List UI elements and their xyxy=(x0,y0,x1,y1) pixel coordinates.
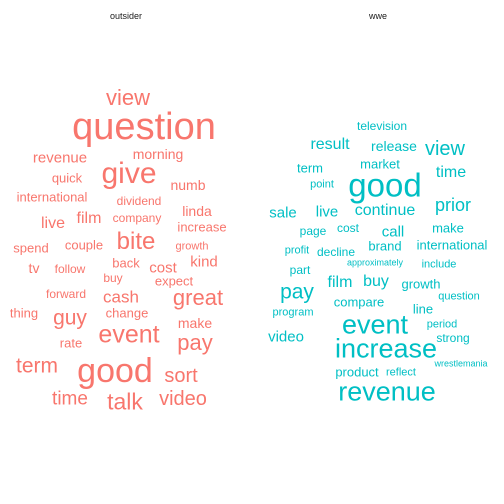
word-outsider-sort: sort xyxy=(164,365,198,387)
word-outsider-increase: increase xyxy=(177,219,227,235)
word-outsider-expect: expect xyxy=(154,273,194,289)
word-wwe-continue: continue xyxy=(354,202,416,219)
word-outsider-kind: kind xyxy=(190,253,218,271)
word-wwe-make: make xyxy=(432,220,464,236)
word-wwe-view: view xyxy=(424,138,466,160)
word-outsider-couple: couple xyxy=(64,237,104,253)
word-wwe-profit: profit xyxy=(284,244,310,257)
word-outsider-numb: numb xyxy=(170,177,206,193)
panel-title-wwe: wwe xyxy=(368,11,387,21)
word-wwe-international: international xyxy=(416,237,488,253)
word-wwe-brand: brand xyxy=(368,238,402,254)
word-outsider-video: video xyxy=(159,388,207,410)
word-wwe-term: term xyxy=(297,160,323,176)
word-outsider-change: change xyxy=(105,305,149,321)
word-wwe-pay: pay xyxy=(280,280,314,304)
word-outsider-term: term xyxy=(16,354,58,378)
word-outsider-revenue: revenue xyxy=(32,149,88,167)
word-outsider-live: live xyxy=(40,215,66,232)
word-outsider-cash: cash xyxy=(103,287,139,307)
word-outsider-event: event xyxy=(98,320,160,349)
word-wwe-good: good xyxy=(348,166,422,204)
word-cloud-outsider: outsider view question morning revenue give q… xyxy=(9,11,227,415)
word-wwe-result: result xyxy=(310,136,350,153)
word-wwe-video: video xyxy=(268,328,304,346)
word-outsider-guy: guy xyxy=(53,306,87,330)
word-outsider-morning: morning xyxy=(132,146,184,162)
word-wwe-period: period xyxy=(426,318,458,331)
word-wwe-reflect: reflect xyxy=(386,366,416,379)
word-outsider-dividend: dividend xyxy=(116,194,162,208)
word-wwe-include: include xyxy=(421,258,457,271)
word-wwe-point: point xyxy=(310,178,334,191)
word-wwe-part: part xyxy=(289,263,311,277)
word-wwe-prior: prior xyxy=(434,195,472,215)
word-outsider-give: give xyxy=(101,157,157,190)
word-wwe-wrestlemania: wrestlemania xyxy=(434,358,488,369)
word-wwe-live: live xyxy=(315,203,339,221)
word-outsider-quick: quick xyxy=(51,170,83,186)
word-outsider-pay: pay xyxy=(177,330,213,355)
word-wwe-question: question xyxy=(438,290,480,303)
word-outsider-company: company xyxy=(112,211,162,225)
word-outsider-growth: growth xyxy=(175,240,209,253)
word-outsider-film: film xyxy=(76,210,102,227)
word-wwe-increase: increase xyxy=(334,333,438,364)
word-outsider-great: great xyxy=(172,285,224,310)
word-outsider-time: time xyxy=(52,388,88,410)
word-outsider-follow: follow xyxy=(54,262,86,276)
word-wwe-cost: cost xyxy=(336,221,360,235)
word-outsider-view: view xyxy=(105,85,151,110)
word-outsider-buy: buy xyxy=(103,271,123,285)
word-wwe-revenue: revenue xyxy=(338,376,436,407)
word-wwe-strong: strong xyxy=(436,331,470,345)
word-wwe-sale: sale xyxy=(269,204,297,222)
word-outsider-question: question xyxy=(72,106,216,148)
word-outsider-cost: cost xyxy=(149,259,177,277)
word-wwe-buy: buy xyxy=(363,273,389,290)
word-wwe-line: line xyxy=(412,301,434,317)
word-wwe-market: market xyxy=(360,156,400,172)
word-wwe-approximately: approximately xyxy=(346,257,404,268)
word-wwe-program: program xyxy=(272,306,314,319)
word-wwe-page: page xyxy=(299,224,327,238)
word-wwe-growth: growth xyxy=(401,276,441,292)
word-outsider-talk: talk xyxy=(107,388,143,415)
word-outsider-spend: spend xyxy=(13,240,49,256)
word-wwe-television: television xyxy=(356,119,408,133)
word-outsider-good: good xyxy=(77,352,153,390)
word-outsider-thing: thing xyxy=(9,305,39,321)
word-wwe-compare: compare xyxy=(333,294,385,310)
word-outsider-bite: bite xyxy=(116,228,156,255)
word-outsider-forward: forward xyxy=(45,287,87,301)
word-wwe-film: film xyxy=(327,274,353,291)
word-outsider-back: back xyxy=(112,255,140,271)
word-wwe-call: call xyxy=(381,223,405,241)
word-wwe-release: release xyxy=(371,138,417,154)
word-outsider-linda: linda xyxy=(182,203,212,219)
word-outsider-international: international xyxy=(16,189,88,205)
word-wwe-product: product xyxy=(335,364,379,380)
word-outsider-rate: rate xyxy=(59,335,83,351)
word-wwe-time: time xyxy=(435,164,467,181)
word-outsider-make: make xyxy=(177,315,213,331)
word-wwe-event: event xyxy=(341,309,409,340)
panel-title-outsider: outsider xyxy=(109,11,143,21)
word-wwe-decline: decline xyxy=(316,245,356,259)
word-outsider-tv: tv xyxy=(28,260,40,276)
word-cloud-wwe: wwe television result release view term marke… xyxy=(252,0,504,504)
